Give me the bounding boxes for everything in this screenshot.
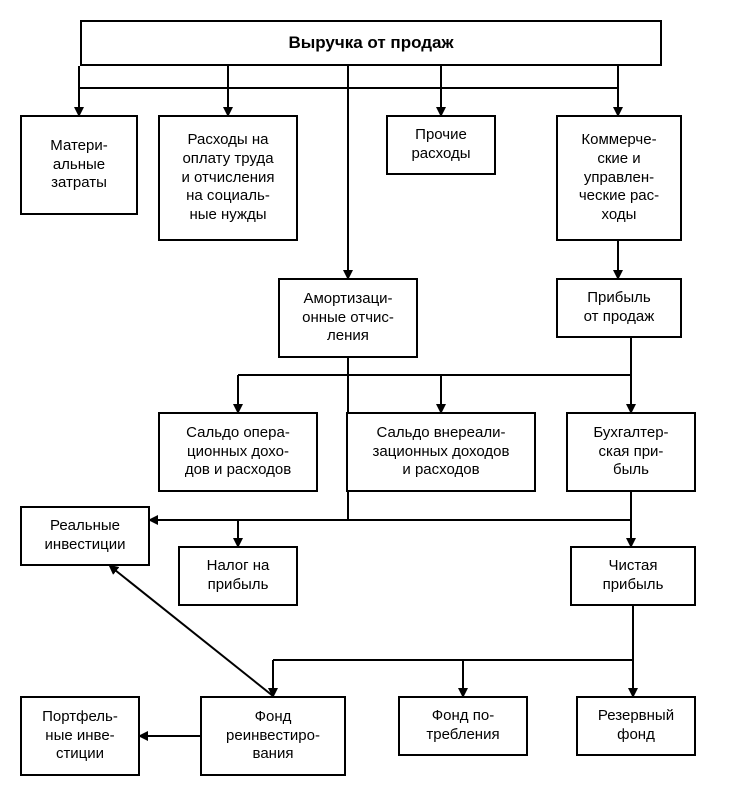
node-label: Сальдо опера-ционных дохо-дов и расходов — [185, 424, 291, 480]
node-root: Выручка от продаж — [80, 20, 662, 66]
node-consum: Фонд по-требления — [398, 696, 528, 756]
node-label: Прибыльот продаж — [584, 289, 655, 327]
node-label: Чистаяприбыль — [603, 557, 664, 595]
node-label: Коммерче-ские иуправлен-ческие рас-ходы — [579, 131, 659, 225]
node-label: Резервныйфонд — [598, 707, 674, 745]
node-label: Сальдо внереали-зационных доходови расхо… — [373, 424, 510, 480]
node-nonop: Сальдо внереали-зационных доходови расхо… — [346, 412, 536, 492]
node-port: Портфель-ные инве-стиции — [20, 696, 140, 776]
node-net: Чистаяприбыль — [570, 546, 696, 606]
node-reinv: Фондреинвестиро-вания — [200, 696, 346, 776]
node-label: Амортизаци-онные отчис-ления — [302, 290, 394, 346]
node-label: Выручка от продаж — [288, 32, 453, 53]
node-label: Расходы наоплату трудаи отчисленияна соц… — [181, 131, 274, 225]
node-tax: Налог наприбыль — [178, 546, 298, 606]
node-label: Прочиерасходы — [411, 126, 470, 164]
node-realinv: Реальныеинвестиции — [20, 506, 150, 566]
node-book: Бухгалтер-ская при-быль — [566, 412, 696, 492]
node-amort: Амортизаци-онные отчис-ления — [278, 278, 418, 358]
node-labor: Расходы наоплату трудаи отчисленияна соц… — [158, 115, 298, 241]
node-comm: Коммерче-ские иуправлен-ческие рас-ходы — [556, 115, 682, 241]
node-profit: Прибыльот продаж — [556, 278, 682, 338]
node-label: Реальныеинвестиции — [45, 517, 126, 555]
node-label: Портфель-ные инве-стиции — [42, 708, 118, 764]
node-label: Налог наприбыль — [207, 557, 270, 595]
node-label: Фонд по-требления — [426, 707, 499, 745]
node-oper: Сальдо опера-ционных дохо-дов и расходов — [158, 412, 318, 492]
node-label: Бухгалтер-ская при-быль — [593, 424, 668, 480]
flowchart-canvas: Выручка от продаж Матери-альныезатраты Рас… — [0, 0, 746, 805]
node-reserve: Резервныйфонд — [576, 696, 696, 756]
node-mat: Матери-альныезатраты — [20, 115, 138, 215]
node-label: Матери-альныезатраты — [50, 137, 107, 193]
node-other: Прочиерасходы — [386, 115, 496, 175]
node-label: Фондреинвестиро-вания — [226, 708, 320, 764]
